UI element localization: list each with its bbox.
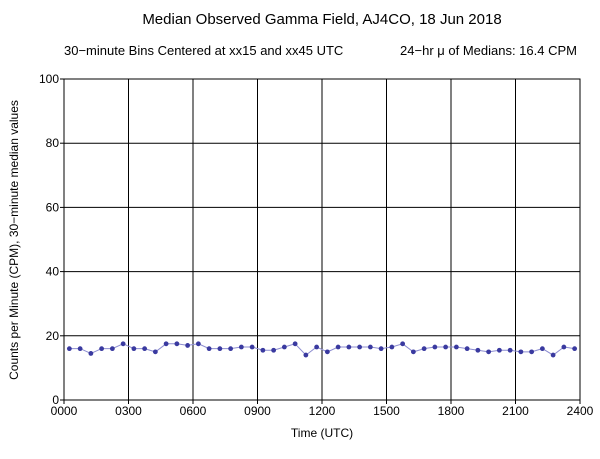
y-tick-label: 40 <box>46 265 60 279</box>
x-axis-label: Time (UTC) <box>291 426 353 440</box>
data-point <box>206 346 212 352</box>
data-point <box>163 341 169 347</box>
grid <box>64 79 580 400</box>
data-point <box>550 352 556 358</box>
data-point <box>195 341 201 347</box>
data-point <box>518 349 524 355</box>
data-point <box>357 344 363 350</box>
data-point <box>77 346 83 352</box>
x-tick-label: 0000 <box>51 404 78 418</box>
data-point <box>346 344 352 350</box>
data-point <box>303 352 309 358</box>
x-tick-label: 1500 <box>373 404 400 418</box>
data-point <box>120 341 126 347</box>
chart-subtitle-left: 30−minute Bins Centered at xx15 and xx45… <box>64 43 343 58</box>
y-tick-label: 100 <box>39 72 59 86</box>
data-point <box>475 347 481 353</box>
data-point <box>507 347 513 353</box>
data-point <box>292 341 298 347</box>
data-point <box>496 347 502 353</box>
y-tick-label: 60 <box>46 200 60 214</box>
data-point <box>367 344 373 350</box>
x-tick-label: 2400 <box>567 404 594 418</box>
data-point <box>281 344 287 350</box>
data-point <box>572 346 578 352</box>
x-tick-label: 0600 <box>180 404 207 418</box>
data-point <box>271 347 277 353</box>
data-point <box>335 344 341 350</box>
x-tick-label: 0900 <box>244 404 271 418</box>
data-point <box>453 344 459 350</box>
data-point <box>228 346 234 352</box>
data-point <box>400 341 406 347</box>
data-point <box>142 346 148 352</box>
data-point <box>260 347 266 353</box>
x-tick-label: 1800 <box>438 404 465 418</box>
data-point <box>88 351 94 356</box>
chart-subtitle-right: 24−hr μ of Medians: 16.4 CPM <box>400 43 577 58</box>
x-axis-ticks: 0000 0300 0600 0900 1200 1500 1800 2100 2400 <box>51 400 594 418</box>
data-point <box>109 346 115 352</box>
data-point <box>131 346 137 352</box>
data-point <box>486 349 492 355</box>
data-point <box>238 344 244 350</box>
data-point <box>561 344 567 350</box>
y-axis-label: Counts per Minute (CPM), 30−minute media… <box>7 100 21 380</box>
y-axis-ticks: 0 20 40 60 80 100 <box>39 72 64 407</box>
data-point <box>152 349 158 355</box>
data-point <box>539 346 545 352</box>
data-point <box>529 349 535 355</box>
x-tick-label: 1200 <box>309 404 336 418</box>
data-point <box>443 344 449 350</box>
series <box>66 341 578 358</box>
data-point <box>378 346 384 352</box>
y-tick-label: 80 <box>46 136 60 150</box>
data-point <box>249 344 255 350</box>
y-tick-label: 20 <box>46 329 60 343</box>
data-point <box>66 346 72 352</box>
data-point <box>314 344 320 350</box>
data-point <box>185 343 191 348</box>
data-point <box>421 346 427 352</box>
data-point <box>217 346 223 352</box>
chart-title: Median Observed Gamma Field, AJ4CO, 18 J… <box>142 11 501 28</box>
y-tick-label: 0 <box>52 393 59 407</box>
data-point <box>99 346 105 352</box>
x-tick-label: 2100 <box>502 404 529 418</box>
data-point <box>324 349 330 355</box>
data-point <box>389 344 395 350</box>
data-point <box>174 341 180 347</box>
x-tick-label: 0300 <box>115 404 142 418</box>
data-point <box>410 349 416 355</box>
data-point <box>464 346 470 352</box>
data-point <box>432 344 438 350</box>
